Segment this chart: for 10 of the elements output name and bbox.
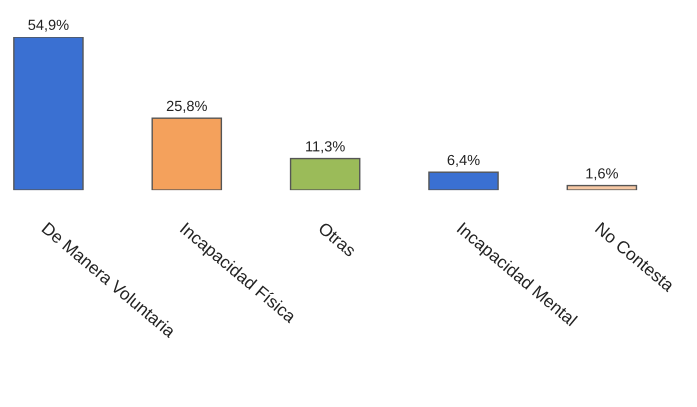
data-label: 1,6%: [586, 168, 618, 180]
bar: [13, 37, 84, 190]
bar: [428, 172, 499, 190]
bar: [152, 117, 222, 190]
data-label: 54,9%: [28, 20, 69, 32]
data-label: 25,8%: [166, 100, 207, 113]
data-label: 11,3%: [306, 141, 345, 154]
bar: [290, 158, 360, 190]
bar: [566, 184, 638, 190]
data-label: 6,4%: [448, 154, 480, 167]
